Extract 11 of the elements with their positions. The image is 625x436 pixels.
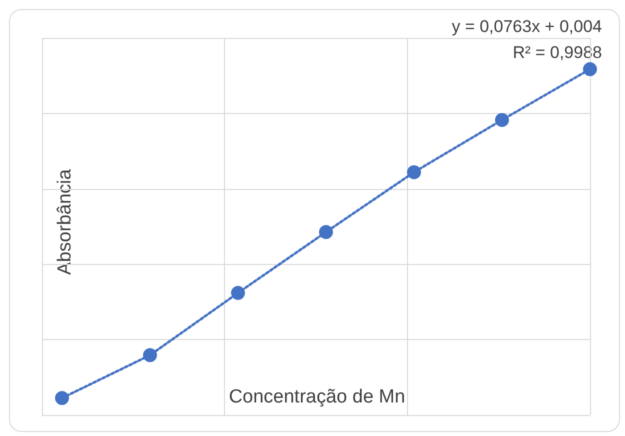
point xyxy=(407,165,421,180)
y-axis-title: Absorbância xyxy=(54,168,76,275)
point xyxy=(55,391,69,406)
text: R² = 0,9988 xyxy=(512,43,602,62)
point xyxy=(319,225,333,240)
x-axis-title: Concentração de Mn xyxy=(228,386,406,408)
point xyxy=(231,286,245,300)
point xyxy=(495,112,509,127)
text: y = 0,0763x + 0,004 xyxy=(452,17,602,36)
point xyxy=(583,62,597,76)
point xyxy=(143,348,157,362)
